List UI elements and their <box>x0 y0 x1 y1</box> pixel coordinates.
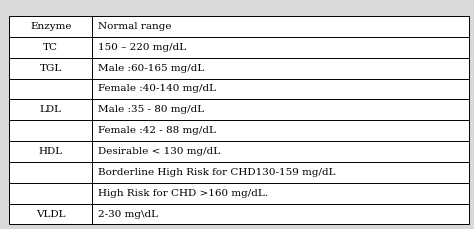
Text: TC: TC <box>43 43 58 52</box>
Text: Normal range: Normal range <box>98 22 172 31</box>
Text: LDL: LDL <box>40 105 62 114</box>
Text: Enzyme: Enzyme <box>30 22 72 31</box>
Text: 150 – 220 mg/dL: 150 – 220 mg/dL <box>98 43 186 52</box>
Text: Desirable < 130 mg/dL: Desirable < 130 mg/dL <box>98 147 220 156</box>
Text: Male :60-165 mg/dL: Male :60-165 mg/dL <box>98 64 204 73</box>
Text: High Risk for CHD >160 mg/dL.: High Risk for CHD >160 mg/dL. <box>98 189 268 198</box>
Text: HDL: HDL <box>39 147 63 156</box>
Text: VLDL: VLDL <box>36 210 65 218</box>
Text: Male :35 - 80 mg/dL: Male :35 - 80 mg/dL <box>98 105 204 114</box>
Text: Female :40-140 mg/dL: Female :40-140 mg/dL <box>98 85 216 93</box>
Text: 2-30 mg\dL: 2-30 mg\dL <box>98 210 158 218</box>
Text: Borderline High Risk for CHD130-159 mg/dL: Borderline High Risk for CHD130-159 mg/d… <box>98 168 336 177</box>
Text: TGL: TGL <box>40 64 62 73</box>
Text: Female :42 - 88 mg/dL: Female :42 - 88 mg/dL <box>98 126 216 135</box>
